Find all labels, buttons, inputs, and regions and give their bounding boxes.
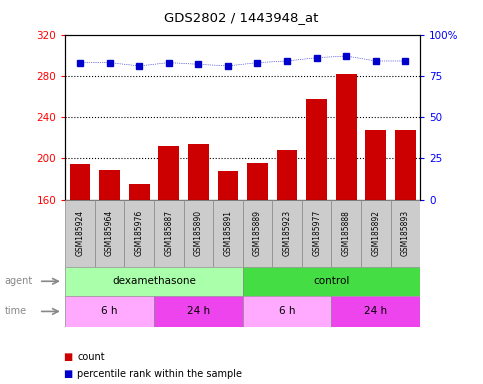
Bar	[125, 200, 154, 267]
Bar	[331, 296, 420, 327]
Bar	[217, 171, 238, 200]
Bar	[65, 296, 154, 327]
Text: 6 h: 6 h	[101, 306, 118, 316]
Text: ■: ■	[63, 352, 72, 362]
Bar	[277, 150, 298, 200]
Text: count: count	[77, 352, 105, 362]
Text: GSM185890: GSM185890	[194, 210, 203, 257]
Text: GSM185977: GSM185977	[312, 210, 321, 257]
Bar	[331, 200, 361, 267]
Bar	[366, 129, 386, 200]
Text: GSM185891: GSM185891	[224, 210, 232, 256]
Text: GSM185924: GSM185924	[75, 210, 85, 257]
Text: GSM185976: GSM185976	[135, 210, 143, 257]
Bar	[154, 296, 243, 327]
Bar	[391, 200, 420, 267]
Text: GSM185923: GSM185923	[283, 210, 292, 257]
Bar	[302, 200, 331, 267]
Text: control: control	[313, 276, 350, 286]
Bar	[158, 146, 179, 200]
Text: agent: agent	[5, 276, 33, 286]
Bar	[95, 200, 125, 267]
Bar	[395, 129, 416, 200]
Text: 24 h: 24 h	[187, 306, 210, 316]
Bar	[188, 144, 209, 200]
Text: GSM185893: GSM185893	[401, 210, 410, 257]
Text: GSM185892: GSM185892	[371, 210, 380, 256]
Bar	[154, 200, 184, 267]
Bar	[361, 200, 391, 267]
Bar	[247, 162, 268, 200]
Text: GSM185889: GSM185889	[253, 210, 262, 256]
Text: GDS2802 / 1443948_at: GDS2802 / 1443948_at	[164, 11, 319, 24]
Text: GSM185887: GSM185887	[164, 210, 173, 256]
Bar	[65, 200, 95, 267]
Bar	[242, 200, 272, 267]
Bar	[213, 200, 242, 267]
Text: 24 h: 24 h	[364, 306, 387, 316]
Text: 6 h: 6 h	[279, 306, 295, 316]
Bar	[306, 99, 327, 200]
Text: time: time	[5, 306, 27, 316]
Bar	[99, 170, 120, 200]
Text: ■: ■	[63, 369, 72, 379]
Bar	[65, 267, 242, 296]
Bar	[336, 74, 356, 200]
Text: dexamethasone: dexamethasone	[112, 276, 196, 286]
Bar	[70, 164, 90, 200]
Bar	[242, 267, 420, 296]
Bar	[242, 296, 331, 327]
Bar	[272, 200, 302, 267]
Text: GSM185888: GSM185888	[342, 210, 351, 256]
Bar	[184, 200, 213, 267]
Text: GSM185964: GSM185964	[105, 210, 114, 257]
Bar	[129, 184, 150, 200]
Text: percentile rank within the sample: percentile rank within the sample	[77, 369, 242, 379]
